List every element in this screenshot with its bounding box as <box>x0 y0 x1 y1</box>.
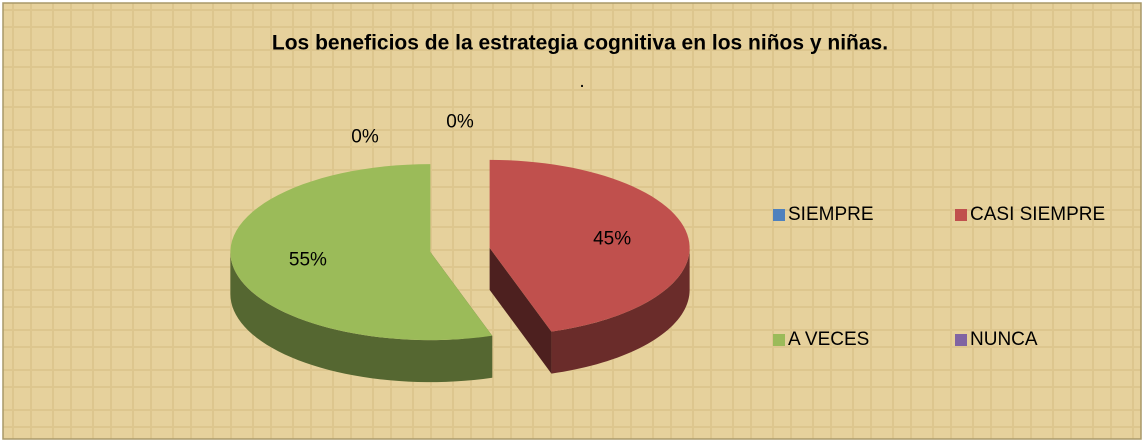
slice <box>489 159 690 374</box>
slice-face <box>489 247 552 374</box>
slice-top <box>230 164 493 341</box>
legend-label: CASI SIEMPRE <box>970 204 1105 225</box>
data-label: 45% <box>593 228 631 249</box>
legend-swatch <box>955 209 967 221</box>
legend-label: SIEMPRE <box>788 204 874 225</box>
chart-subtitle: . <box>579 71 584 92</box>
legend-swatch <box>773 209 785 221</box>
slice-wall <box>230 252 493 383</box>
legend-swatch <box>955 334 967 346</box>
slice-top <box>489 159 690 332</box>
legend-label: A VECES <box>788 329 869 350</box>
slice-wall <box>551 247 690 374</box>
data-label: 55% <box>289 250 327 271</box>
data-label: 0% <box>446 111 474 132</box>
legend-swatch <box>773 334 785 346</box>
legend-label: NUNCA <box>970 329 1038 350</box>
data-label: 0% <box>351 126 379 147</box>
chart-title: Los beneficios de la estrategia cognitiv… <box>272 32 888 55</box>
slice <box>230 164 493 383</box>
